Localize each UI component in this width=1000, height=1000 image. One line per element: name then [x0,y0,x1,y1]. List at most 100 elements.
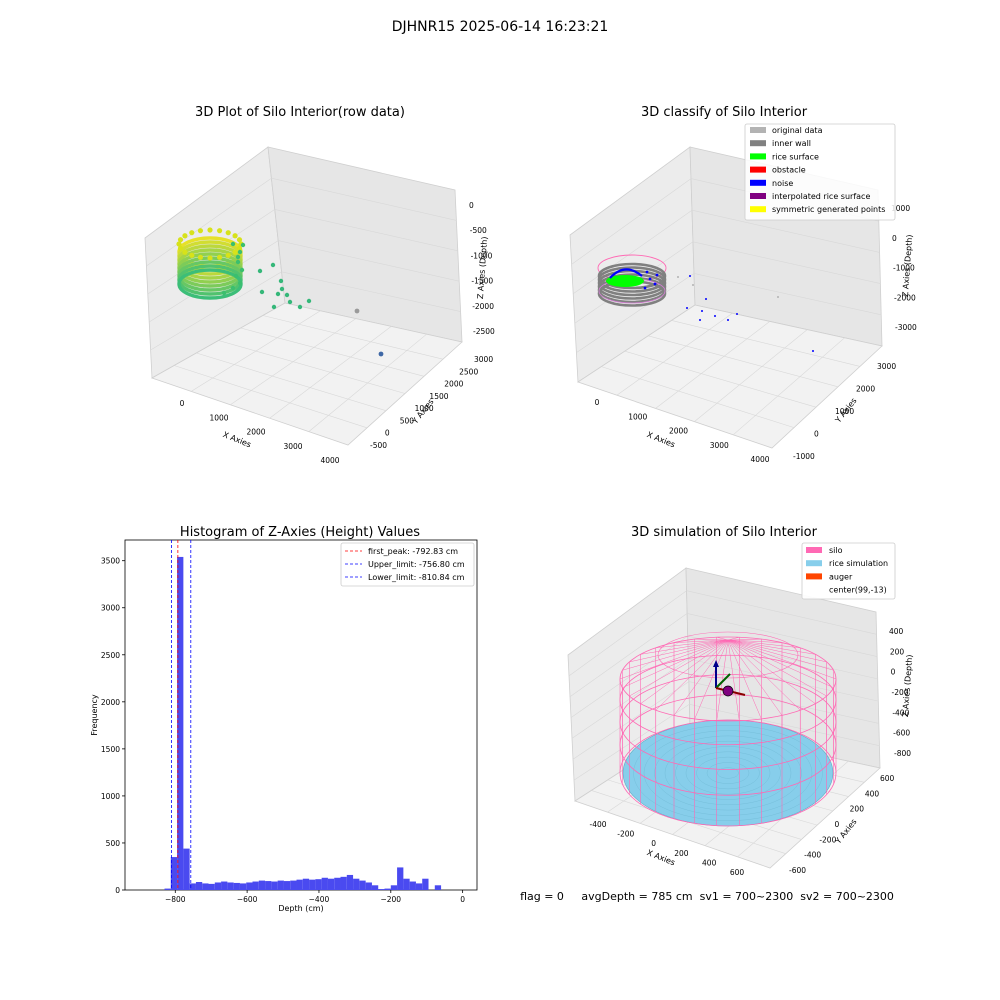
plot4-legend: silo rice simulation auger center(99,-13) [801,542,896,600]
plot2-original-point [692,284,694,286]
plot1-point [207,227,213,233]
plot4-ytick-label: -600 [789,866,806,875]
plot1-ytick-label: 1500 [429,392,448,401]
plot3-legend: first_peak: -792.83 cm Upper_limit: -756.… [340,542,475,587]
plot2-noise-point [655,273,659,277]
plot3-bar [202,883,209,890]
plot3-bar [371,885,379,890]
plot3-xtick-label: −200 [380,895,401,904]
plot1-ztick-label: -1000 [471,251,493,260]
plot3-xticks: −800 −600 −400 −200 0 [165,890,465,904]
plot3-bar [189,883,196,890]
plot2-legend-swatch [750,127,766,133]
plot2-ztick-label: -3000 [895,323,917,332]
plot4-silo-roof-line [655,639,729,711]
plot3-bar [208,883,215,890]
plot2-noise-point [812,350,814,352]
plot1-point [284,292,290,298]
plot4-silo-roof-line [655,639,729,649]
plot1-point [237,249,243,255]
plot3-bar [239,883,247,890]
plot4-silo-ring [619,719,837,827]
plot2-ztick-label: 1000 [891,204,910,213]
plot3-bar [340,876,347,890]
plot4-silo-roof-line [673,639,729,716]
plot1-point [189,252,195,258]
plot1-point [271,304,277,310]
plot3-ytick-label: 1000 [101,792,120,801]
plot4-ztick-label: -200 [892,688,909,697]
plot3-xtick-label: −400 [309,895,330,904]
plot4-silo-roof-line [727,639,827,663]
plot2-legend-swatch [750,179,766,186]
plot2-title: 3D classify of Silo Interior [641,105,808,120]
plot1-ztick-label: -500 [470,226,487,235]
plot1-point [275,291,281,297]
plot4-rice-mesh [633,725,823,821]
plot1-xtick-label: 0 [180,399,185,408]
plot4-silo-roof-line [622,639,729,671]
plot2-legend-label: inner wall [772,139,811,148]
plot3-axes-frame [124,539,478,891]
plot2-xtick-label: 2000 [669,427,688,436]
plot4-silo-roof-line [727,638,762,641]
plot-histogram: Histogram of Z-Axies (Height) Values −80… [90,525,478,913]
plot1-point [354,308,360,314]
plot4-legend-label: rice simulation [829,559,888,568]
plot3-bar [403,878,410,890]
plot1-point [306,298,312,304]
status-line: flag = 0 avgDepth = 785 cm sv1 = 700~230… [520,890,894,903]
plot2-xtick-label: 4000 [750,455,769,464]
plot2-noise-point [705,298,707,300]
plot2-ytick-label: 1000 [835,407,854,416]
plot1-point [232,249,238,255]
plot1-ztick-label: -2000 [472,302,494,311]
plot3-bar [296,879,303,890]
plot3-ytick-label: 3000 [101,604,120,613]
plot4-ztick-label: 200 [890,647,905,656]
plot4-ztick-label: -800 [894,749,911,758]
plot2-ytick-label: 0 [814,430,819,439]
plot3-bar [390,885,398,890]
plot1-point [236,237,243,243]
plot2-ztick-label: -2000 [894,293,916,302]
plot4-silo-roof-line [629,639,729,663]
plot2-noise-arc [609,268,643,279]
plot1-zlabel: Z Axies (Depth) [476,236,489,299]
plot2-noise-point [736,313,738,315]
plot2-noise-point [653,282,657,286]
plot2-xtick-label: 3000 [710,441,729,450]
plot1-point [287,299,293,305]
plot-classify-3d: 3D classify of Silo Interior 0 1000 2000 30… [569,105,917,464]
plot1-xtick-label: 1000 [209,413,228,422]
plot1-ytick-label: 2500 [459,367,478,376]
plot1-point [225,230,231,236]
figure-suptitle: DJHNR15 2025-06-14 16:23:21 [392,19,609,35]
plot1-point [235,254,241,260]
plot1-point [235,259,241,265]
plot3-bar [258,880,266,890]
plot3-bar [195,882,203,890]
plot1-points [176,227,384,357]
plot2-yticks: -1000 0 1000 2000 3000 [793,362,896,461]
plot4-silo-roof-line [629,639,729,697]
plot3-bar [359,880,366,890]
plot4-legend-label: auger [829,572,853,581]
plot4-xtick-label: 400 [702,858,717,867]
plot-simulation-3d: 3D simulation of Silo Interior -400 -200 0… [567,525,914,877]
plot2-noise-point [714,315,716,317]
plot1-ztick-label: -2500 [473,327,495,336]
plot4-rice-mesh [696,756,760,790]
plot4-ytick-label: 0 [835,820,840,829]
plot1-point [225,252,231,258]
plot3-title: Histogram of Z-Axies (Height) Values [180,525,420,540]
plot2-xticks: 0 1000 2000 3000 4000 [595,398,770,464]
plot2-legend-swatch [750,206,766,213]
plot4-xtick-label: -400 [589,820,606,829]
plot1-ytick-label: 0 [385,429,390,438]
plot2-noise-point [699,319,701,321]
plot3-bar [321,877,328,890]
plot1-point [177,237,184,243]
plot2-legend: original data inner wall rice surface obsta… [744,123,896,221]
